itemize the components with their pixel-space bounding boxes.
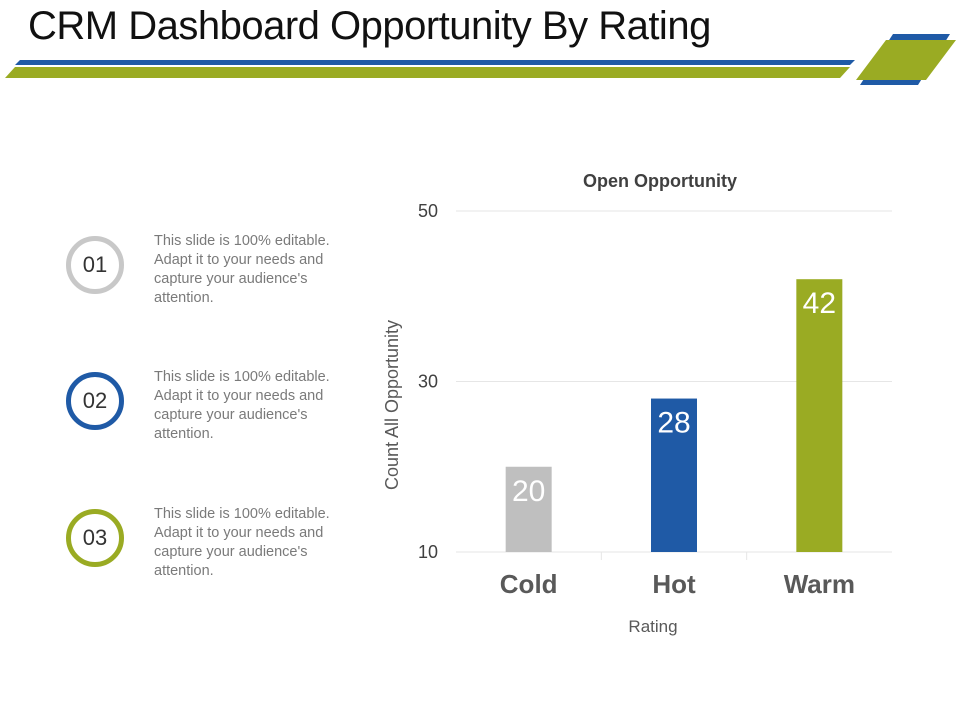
list-item: 03 This slide is 100% editable. Adapt it… xyxy=(66,506,366,599)
y-tick-label: 50 xyxy=(418,201,438,221)
data-label: 28 xyxy=(657,407,690,440)
x-tick-label: Hot xyxy=(652,569,696,599)
x-axis-label: Rating xyxy=(628,617,677,636)
list-item: 02 This slide is 100% editable. Adapt it… xyxy=(66,369,366,462)
header-decoration xyxy=(5,34,956,85)
header-blue-stripe xyxy=(15,60,855,65)
bar-cold xyxy=(505,466,552,552)
header-green-stripe xyxy=(5,67,850,78)
chart-title: Open Opportunity xyxy=(583,171,737,191)
bar-hot xyxy=(651,398,697,552)
item-description: This slide is 100% editable. Adapt it to… xyxy=(154,233,330,306)
x-tick-label: Cold xyxy=(500,569,558,599)
item-number-badge: 01 xyxy=(66,236,124,294)
y-tick-label: 30 xyxy=(418,372,438,392)
item-description: This slide is 100% editable. Adapt it to… xyxy=(154,369,330,442)
data-label: 20 xyxy=(512,475,545,508)
bar-warm xyxy=(796,279,843,552)
list-item: 01 This slide is 100% editable. Adapt it… xyxy=(66,233,366,326)
page-title: CRM Dashboard Opportunity By Rating xyxy=(28,4,711,48)
item-number-badge: 02 xyxy=(66,372,124,430)
item-description: This slide is 100% editable. Adapt it to… xyxy=(154,506,330,579)
x-tick-label: Warm xyxy=(784,569,855,599)
y-tick-label: 10 xyxy=(418,542,438,562)
header-corner-green xyxy=(856,40,956,80)
y-axis-label: Count All Opportunity xyxy=(382,320,402,490)
data-label: 42 xyxy=(803,287,836,320)
bar-chart: Open Opportunity Count All Opportunity R… xyxy=(382,171,892,636)
item-number-badge: 03 xyxy=(66,509,124,567)
